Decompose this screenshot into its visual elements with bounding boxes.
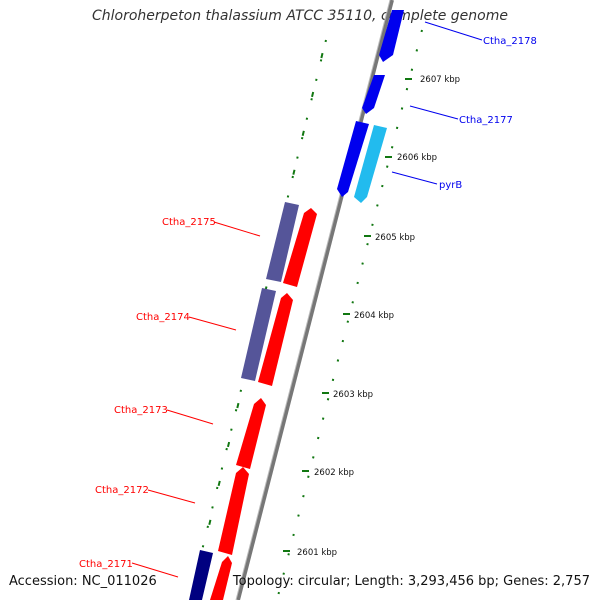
leader-ctha-2177	[409, 105, 459, 120]
leader-ctha-2171	[131, 562, 179, 578]
gene-ctha-2171[interactable]	[189, 550, 213, 600]
gene-ctha-2174-b[interactable]	[258, 293, 293, 386]
gene-ctha-2177[interactable]	[362, 75, 385, 114]
leader-pyrb	[391, 171, 438, 185]
label-pyrb[interactable]: pyrB	[439, 180, 462, 191]
label-ctha-2171[interactable]: Ctha_2171	[79, 559, 133, 570]
gene-ctha-2175[interactable]	[266, 202, 299, 282]
gene-pyrb[interactable]	[354, 125, 387, 203]
gene-ctha-2171-b[interactable]	[210, 556, 232, 600]
leader-ctha-2173	[166, 409, 214, 425]
tick-label-2607: 2607 kbp	[420, 75, 460, 85]
tick-label-2601: 2601 kbp	[297, 548, 337, 558]
gene-ctha-2178[interactable]	[379, 10, 404, 62]
label-ctha-2178[interactable]: Ctha_2178	[483, 36, 537, 47]
gene-ctha-2176[interactable]	[337, 121, 369, 197]
label-ctha-2175[interactable]: Ctha_2175	[162, 217, 216, 228]
label-ctha-2172[interactable]: Ctha_2172	[95, 485, 149, 496]
leader-ctha-2174	[188, 316, 237, 331]
gene-ctha-2174[interactable]	[241, 288, 276, 381]
tick-label-2602: 2602 kbp	[314, 468, 354, 478]
leader-ctha-2178	[424, 21, 483, 41]
tick-label-2603: 2603 kbp	[333, 390, 373, 400]
accession-label: Accession: NC_011026	[9, 574, 157, 589]
leader-ctha-2175	[213, 221, 261, 237]
topology-label: Topology: circular; Length: 3,293,456 bp…	[232, 574, 590, 589]
label-ctha-2174[interactable]: Ctha_2174	[136, 312, 190, 323]
label-ctha-2173[interactable]: Ctha_2173	[114, 405, 168, 416]
tick-label-2604: 2604 kbp	[354, 311, 394, 321]
tick-label-2605: 2605 kbp	[375, 233, 415, 243]
tick-label-2606: 2606 kbp	[397, 153, 437, 163]
label-ctha-2177[interactable]: Ctha_2177	[459, 115, 513, 126]
gene-ctha-2175-b[interactable]	[283, 208, 317, 287]
leader-ctha-2172	[147, 489, 196, 504]
left-dotted-track	[189, 39, 327, 600]
gene-ctha-2172[interactable]	[218, 467, 249, 555]
genome-backbone-highlight	[235, 0, 391, 600]
map-title: Chloroherpeton thalassium ATCC 35110, co…	[92, 8, 508, 24]
gene-ctha-2173[interactable]	[236, 398, 266, 469]
